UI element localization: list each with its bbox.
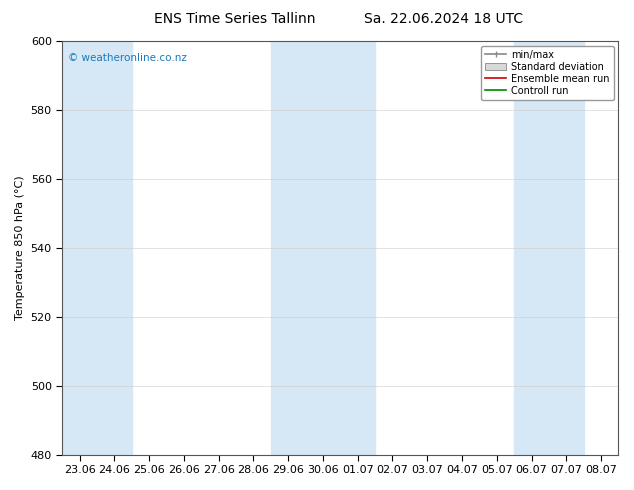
Text: © weatheronline.co.nz: © weatheronline.co.nz [68,53,186,64]
Bar [62,41,132,455]
Text: ENS Time Series Tallinn: ENS Time Series Tallinn [154,12,315,26]
Bar [514,41,584,455]
Legend: min/max, Standard deviation, Ensemble mean run, Controll run: min/max, Standard deviation, Ensemble me… [481,46,614,99]
Bar [271,41,375,455]
Y-axis label: Temperature 850 hPa (°C): Temperature 850 hPa (°C) [15,175,25,320]
Text: Sa. 22.06.2024 18 UTC: Sa. 22.06.2024 18 UTC [365,12,523,26]
